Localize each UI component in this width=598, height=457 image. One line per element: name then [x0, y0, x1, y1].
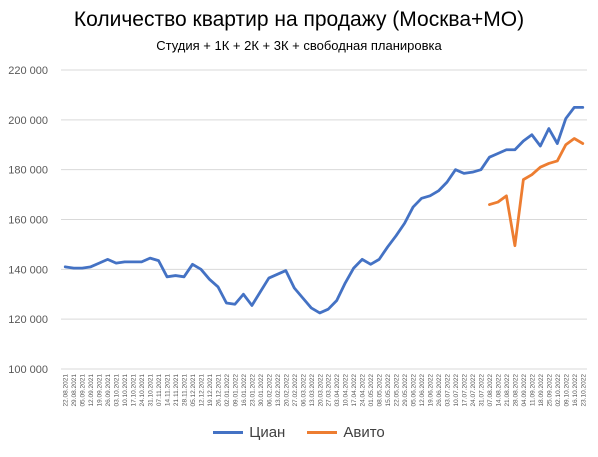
- y-tick-label: 180 000: [8, 165, 48, 177]
- x-tick-label: 05.12.2021: [190, 374, 197, 407]
- x-tick-label: 03.04.2022: [334, 374, 341, 407]
- y-tick-label: 220 000: [8, 65, 48, 77]
- x-tick-label: 28.08.2022: [512, 374, 519, 407]
- y-tick-label: 160 000: [8, 215, 48, 227]
- y-tick-label: 100 000: [8, 364, 48, 376]
- x-tick-label: 22.08.2021: [63, 374, 70, 407]
- x-tick-label: 09.01.2022: [232, 374, 239, 407]
- x-tick-label: 01.05.2022: [368, 374, 375, 407]
- series-line-avito: [488, 137, 585, 248]
- legend-item: Циан: [213, 424, 285, 441]
- x-tick-label: 31.10.2021: [148, 374, 155, 407]
- x-tick-label: 05.09.2021: [80, 374, 87, 407]
- x-tick-label: 02.01.2022: [224, 374, 231, 407]
- x-tick-label: 24.04.2022: [360, 374, 367, 407]
- x-tick-label: 02.10.2022: [555, 374, 562, 407]
- x-tick-label: 27.03.2022: [326, 374, 333, 407]
- x-tick-label: 30.01.2022: [258, 374, 265, 407]
- x-axis: 22.08.2021 29.08.2021 05.09.2021 12.09.2021…: [61, 368, 587, 407]
- x-tick-label: 21.11.2021: [173, 374, 180, 406]
- x-tick-label: 17.10.2021: [131, 374, 138, 407]
- x-tick-label: 27.02.2022: [292, 374, 299, 407]
- x-tick-label: 09.10.2022: [563, 374, 570, 407]
- x-tick-label: 12.06.2022: [419, 374, 426, 407]
- gridlines: [61, 69, 587, 370]
- x-tick-label: 22.05.2022: [394, 374, 401, 407]
- x-tick-label: 31.07.2022: [478, 374, 485, 407]
- x-tick-label: 03.07.2022: [445, 374, 452, 407]
- x-tick-label: 24.10.2021: [139, 374, 146, 407]
- x-tick-label: 10.04.2022: [343, 374, 350, 407]
- x-tick-label: 28.11.2021: [182, 374, 189, 406]
- x-tick-label: 17.04.2022: [351, 374, 358, 407]
- x-tick-label: 20.03.2022: [317, 374, 324, 407]
- x-tick-label: 06.03.2022: [300, 374, 307, 407]
- series-line-cian: [63, 105, 585, 315]
- legend-swatch: [307, 431, 338, 434]
- y-tick-label: 140 000: [8, 264, 48, 276]
- x-tick-label: 05.06.2022: [411, 374, 418, 407]
- chart-subtitle: Студия + 1К + 2К + 3К + свободная планир…: [156, 38, 442, 53]
- x-tick-label: 26.06.2022: [436, 374, 443, 407]
- legend-item: Авито: [307, 424, 385, 441]
- y-axis: 100 000 120 000 140 000 160 000 180 000 200 0…: [8, 65, 48, 376]
- legend-swatch: [213, 431, 244, 434]
- x-tick-label: 11.09.2022: [529, 374, 536, 406]
- x-tick-label: 12.09.2021: [88, 374, 95, 407]
- x-tick-label: 19.06.2022: [428, 374, 435, 407]
- x-tick-label: 16.10.2022: [572, 374, 579, 407]
- x-tick-label: 29.08.2021: [71, 374, 78, 407]
- x-tick-label: 26.09.2021: [105, 374, 112, 407]
- x-tick-label: 07.08.2022: [487, 374, 494, 407]
- x-tick-label: 23.01.2022: [249, 374, 256, 407]
- x-tick-label: 04.09.2022: [521, 374, 528, 407]
- y-tick-label: 200 000: [8, 115, 48, 127]
- x-tick-label: 19.09.2021: [97, 374, 104, 407]
- x-tick-label: 14.11.2021: [165, 374, 172, 406]
- x-tick-label: 26.12.2021: [215, 374, 222, 407]
- x-tick-label: 21.08.2022: [504, 374, 511, 407]
- x-tick-label: 06.02.2022: [266, 374, 273, 407]
- series-lines: [63, 105, 585, 315]
- x-tick-label: 15.05.2022: [385, 374, 392, 407]
- x-tick-label: 20.02.2022: [283, 374, 290, 407]
- legend-label: Авито: [343, 424, 385, 441]
- x-tick-label: 24.07.2022: [470, 374, 477, 407]
- x-tick-label: 07.11.2021: [156, 374, 163, 406]
- x-tick-label: 23.10.2022: [580, 374, 587, 407]
- x-tick-label: 12.12.2021: [198, 374, 205, 407]
- x-tick-label: 29.05.2022: [402, 374, 409, 407]
- x-tick-label: 10.10.2021: [122, 374, 129, 407]
- x-tick-label: 17.07.2022: [461, 374, 468, 407]
- x-tick-label: 08.05.2022: [377, 374, 384, 407]
- x-tick-label: 25.09.2022: [546, 374, 553, 407]
- x-tick-label: 14.08.2022: [495, 374, 502, 407]
- legend-label: Циан: [249, 424, 286, 441]
- y-tick-label: 120 000: [8, 314, 48, 326]
- x-tick-label: 13.02.2022: [275, 374, 282, 407]
- x-tick-label: 19.12.2021: [207, 374, 214, 407]
- x-tick-label: 10.07.2022: [453, 374, 460, 407]
- x-tick-label: 18.09.2022: [538, 374, 545, 407]
- x-tick-label: 13.03.2022: [309, 374, 316, 407]
- chart-title: Количество квартир на продажу (Москва+МО…: [73, 8, 525, 31]
- x-tick-label: 16.01.2022: [241, 374, 248, 407]
- x-tick-label: 03.10.2021: [114, 374, 121, 407]
- legend: Циан Авито: [0, 424, 598, 441]
